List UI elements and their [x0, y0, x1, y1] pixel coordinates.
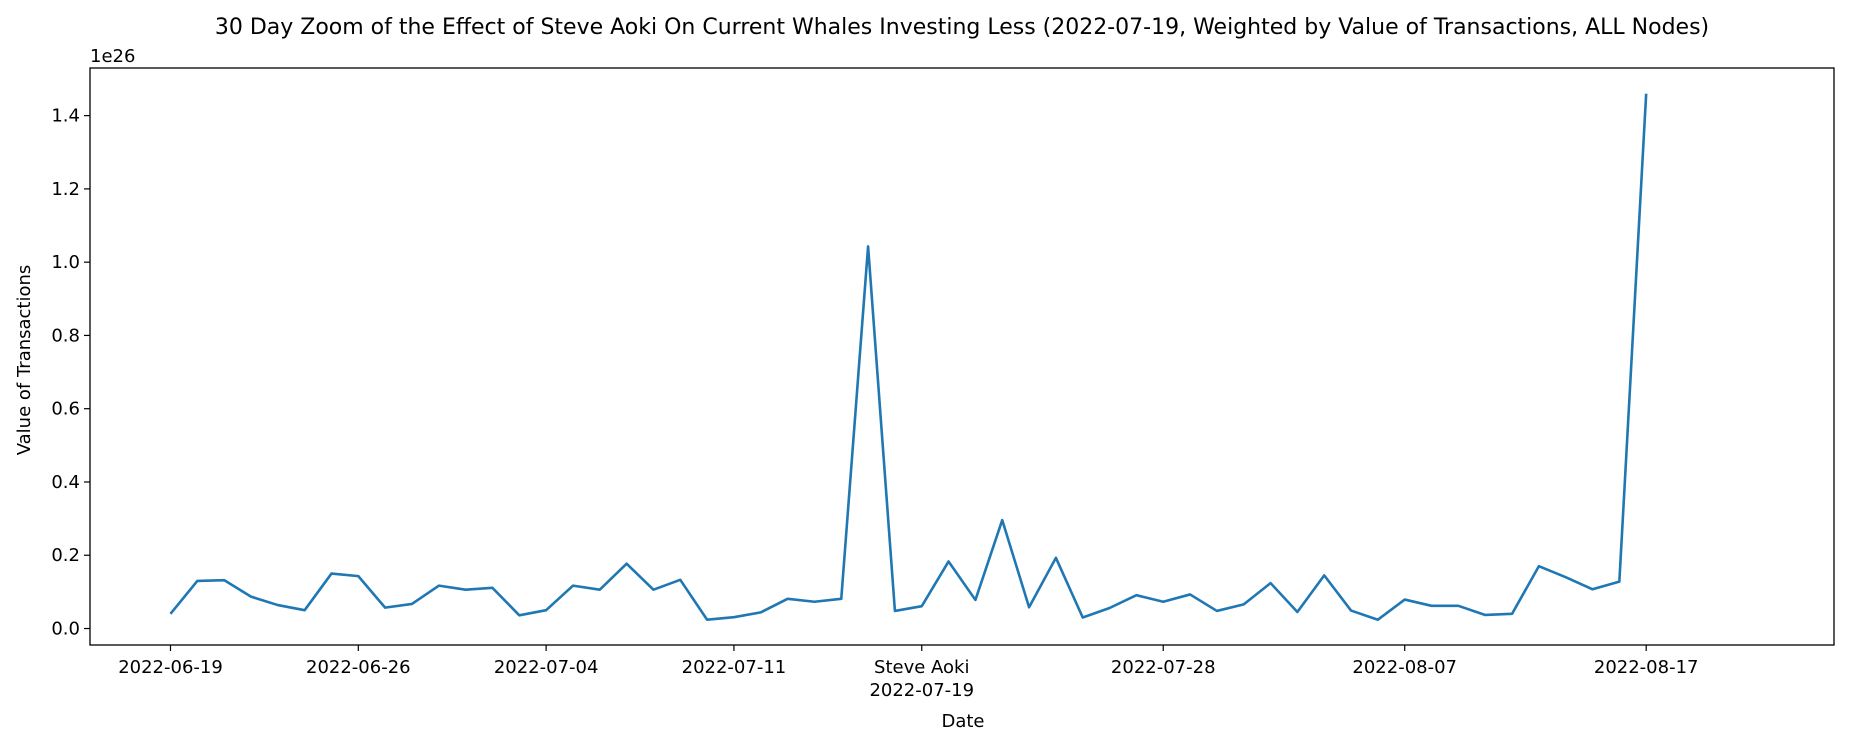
y-tick-label: 1.4	[51, 106, 80, 127]
y-tick-label: 0.8	[51, 325, 80, 346]
y-tick-label: 0.0	[51, 619, 80, 640]
chart-title: 30 Day Zoom of the Effect of Steve Aoki …	[215, 15, 1709, 40]
y-tick-label: 0.4	[51, 472, 80, 493]
plot-area: 0.0 0.2 0.4 0.6 0.8 1.0 1.2 1.4 2022-06-19 2022-0…	[51, 67, 1835, 701]
y-tick-label: 0.2	[51, 545, 80, 566]
x-tick-label: 2022-07-28	[1111, 657, 1216, 678]
x-tick-label: 2022-06-26	[306, 657, 411, 678]
x-tick-label: Steve Aoki	[874, 657, 969, 678]
event-date-label: 2022-07-19	[869, 680, 974, 701]
x-tick-label: 2022-08-07	[1352, 657, 1457, 678]
x-tick-label: 2022-06-19	[118, 657, 223, 678]
x-tick-label: 2022-07-11	[682, 657, 787, 678]
y-axis-label: Value of Transactions	[14, 265, 35, 456]
y-tick-label: 0.6	[51, 399, 80, 420]
axes-frame	[89, 67, 1835, 646]
y-tick-label: 1.2	[51, 179, 80, 200]
x-tick-label: 2022-08-17	[1594, 657, 1699, 678]
series-line	[169, 93, 1648, 622]
y-tick-label: 1.0	[51, 252, 80, 273]
x-tick-label: 2022-07-04	[494, 657, 599, 678]
y-scale-label: 1e26	[90, 46, 135, 67]
x-axis-label: Date	[941, 711, 984, 732]
